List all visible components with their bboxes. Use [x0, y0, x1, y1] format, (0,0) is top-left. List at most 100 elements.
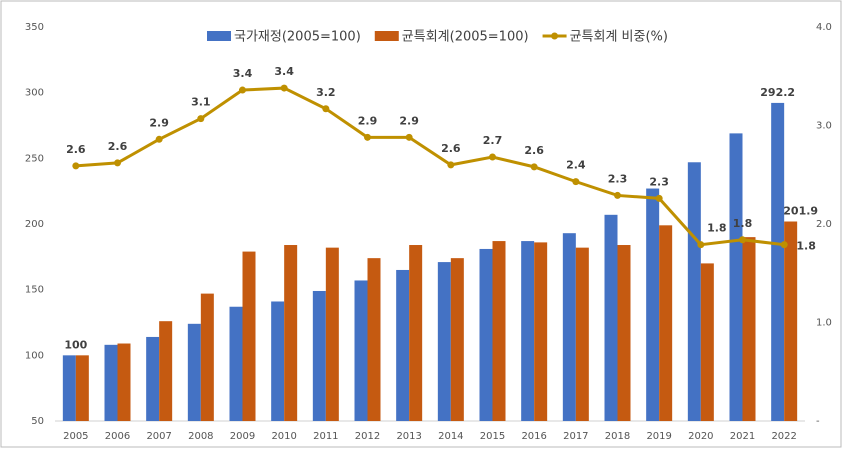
data-label: 3.4	[274, 65, 294, 78]
bar	[771, 102, 785, 421]
legend-label: 균특회계 비중(%)	[570, 30, 668, 45]
line-point	[364, 133, 371, 141]
bar	[659, 225, 673, 421]
y2-tick-label: 4.0	[816, 22, 832, 33]
line-point	[197, 115, 205, 123]
bar	[367, 258, 381, 421]
bar	[409, 245, 423, 421]
y2-tick-label: -	[816, 416, 820, 427]
x-tick-label: 2010	[271, 431, 296, 442]
x-tick-label: 2013	[396, 431, 421, 442]
bar	[271, 301, 285, 421]
x-tick-label: 2015	[480, 431, 505, 442]
bar	[104, 344, 118, 421]
bar	[687, 162, 701, 422]
data-label: 1.8	[707, 222, 727, 235]
line-point	[447, 161, 455, 169]
line-point	[530, 163, 538, 171]
bar	[604, 214, 618, 421]
bar	[146, 336, 160, 421]
x-tick-label: 2009	[230, 431, 255, 442]
line-point	[155, 135, 163, 143]
data-label: 2.3	[608, 172, 628, 185]
x-tick-label: 2012	[355, 431, 380, 442]
line-point	[114, 159, 121, 167]
y-tick-label: 250	[25, 153, 44, 164]
data-label: 3.2	[316, 86, 336, 99]
bar	[479, 248, 493, 421]
line-point	[780, 241, 788, 249]
bar	[617, 245, 631, 421]
y2-tick-label: 3.0	[816, 121, 832, 132]
data-label: 1.8	[796, 240, 816, 253]
line-point	[72, 162, 80, 170]
data-label: 2.9	[149, 116, 169, 129]
bar	[187, 323, 201, 421]
y-tick-label: 350	[25, 22, 44, 33]
bar	[325, 247, 339, 421]
data-label: 2.6	[108, 140, 128, 153]
legend-swatch	[551, 32, 559, 40]
line-point	[239, 86, 246, 94]
bar	[534, 242, 548, 421]
bar	[492, 241, 506, 421]
line-point	[739, 236, 746, 244]
x-tick-label: 2019	[646, 431, 671, 442]
bar	[437, 262, 451, 421]
data-label: 201.9	[783, 205, 818, 218]
bar	[742, 237, 756, 421]
line-point	[655, 194, 663, 202]
data-label: 2.6	[524, 144, 544, 157]
x-tick-label: 2005	[63, 431, 88, 442]
x-tick-label: 2022	[771, 431, 796, 442]
bar	[117, 343, 131, 421]
bar	[784, 221, 798, 421]
legend-swatch	[374, 31, 399, 41]
bar	[75, 355, 89, 421]
x-tick-label: 2018	[605, 431, 630, 442]
bar	[284, 245, 298, 421]
line-point	[614, 191, 621, 199]
line-point	[322, 105, 330, 113]
data-label: 2.6	[441, 142, 461, 155]
data-label: 2.6	[66, 143, 86, 156]
bar	[354, 280, 368, 421]
line-point	[697, 241, 705, 249]
x-tick-label: 2017	[563, 431, 588, 442]
bar	[700, 263, 714, 421]
line-point	[489, 153, 496, 161]
line	[75, 86, 785, 247]
y-tick-label: 200	[25, 219, 44, 230]
data-label: 2.9	[399, 114, 419, 127]
bar	[521, 241, 535, 421]
data-label: 2.3	[649, 175, 669, 188]
x-tick-label: 2014	[438, 431, 463, 442]
data-label: 2.9	[358, 114, 378, 127]
line-point	[280, 84, 288, 92]
data-label: 2.7	[483, 134, 503, 147]
bar	[562, 233, 576, 421]
x-tick-label: 2008	[188, 431, 213, 442]
y2-tick-label: 2.0	[816, 219, 832, 230]
x-tick-label: 2006	[105, 431, 130, 442]
legend-swatch	[207, 31, 231, 41]
bar	[312, 290, 326, 421]
data-label: 100	[64, 338, 87, 351]
y-tick-label: 100	[25, 350, 44, 361]
bar	[242, 251, 256, 421]
bar	[646, 188, 660, 421]
bar	[450, 258, 464, 421]
y2-tick-label: 1.0	[816, 318, 832, 329]
bar	[729, 133, 743, 421]
y-tick-label: 300	[25, 88, 44, 99]
y-tick-label: 50	[31, 416, 44, 427]
bar	[229, 306, 243, 421]
y-tick-label: 150	[25, 285, 44, 296]
line-point	[572, 178, 580, 186]
bar	[575, 247, 589, 421]
bar	[159, 321, 173, 421]
data-label: 3.4	[233, 67, 253, 80]
data-label: 1.8	[733, 217, 753, 230]
bar	[62, 355, 76, 421]
